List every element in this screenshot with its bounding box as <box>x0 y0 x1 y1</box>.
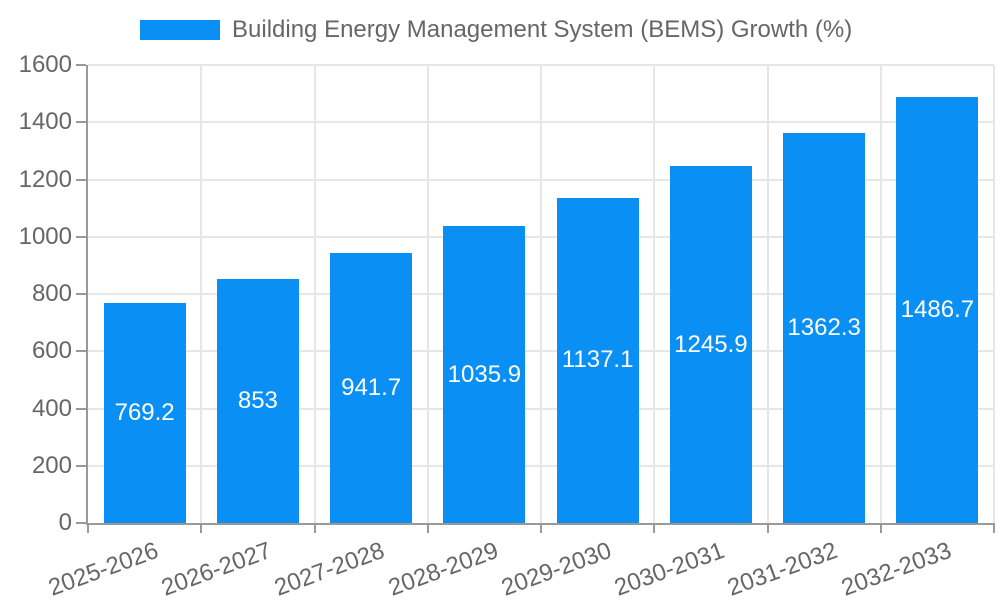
bar-value-label: 1362.3 <box>787 314 861 342</box>
x-tick-label-2032-2033: 2032-2033 <box>837 537 955 600</box>
y-tick-label-200: 200 <box>31 451 72 479</box>
x-tick-label-2027-2028: 2027-2028 <box>271 537 389 600</box>
y-tick-label-0: 0 <box>58 509 72 536</box>
legend-label: Building Energy Management System (BEMS)… <box>232 16 853 43</box>
bar-value-label: 1486.7 <box>900 296 975 324</box>
gridline-v-5 <box>653 65 656 523</box>
gridline-v-1 <box>200 65 203 523</box>
y-tick-mark-1000 <box>76 235 86 238</box>
y-tick-label-1000: 1000 <box>18 222 72 250</box>
x-tick-label-2030-2031: 2030-2031 <box>611 537 729 600</box>
bar-2031-2032[interactable]: 1362.3 <box>783 133 866 523</box>
bar-value-label: 1035.9 <box>447 360 522 388</box>
x-tick-mark-2 <box>313 523 316 533</box>
y-tick-label-1600: 1600 <box>18 51 72 78</box>
x-tick-mark-1 <box>200 523 203 533</box>
bar-2027-2028[interactable]: 941.7 <box>330 253 413 523</box>
y-tick-mark-200 <box>76 464 86 467</box>
y-tick-mark-1200 <box>76 178 86 181</box>
y-tick-label-1400: 1400 <box>18 108 72 136</box>
bar-2028-2029[interactable]: 1035.9 <box>443 226 526 523</box>
x-tick-mark-4 <box>540 523 542 533</box>
x-tick-mark-8 <box>993 523 995 533</box>
bar-value-label: 941.7 <box>341 374 402 402</box>
plot-area: 769.2 853 941.7 1035.9 1137.1 1245.9 1362.3 148… <box>86 64 995 525</box>
gridline-v-7 <box>879 65 882 523</box>
x-tick-label-2028-2029: 2028-2029 <box>384 537 502 600</box>
bar-2026-2027[interactable]: 853 <box>216 278 299 523</box>
x-tick-mark-5 <box>653 523 656 533</box>
x-tick-label-2029-2030: 2029-2030 <box>497 537 615 600</box>
x-tick-mark-3 <box>426 523 429 533</box>
bar-value-label: 769.2 <box>114 398 175 426</box>
y-tick-mark-800 <box>76 293 86 295</box>
bar-2030-2031[interactable]: 1245.9 <box>669 166 752 523</box>
y-tick-label-800: 800 <box>31 280 72 307</box>
x-tick-label-2025-2026: 2025-2026 <box>44 537 162 600</box>
y-tick-label-600: 600 <box>31 337 72 365</box>
x-tick-mark-6 <box>766 523 769 533</box>
x-tick-label-2031-2032: 2031-2032 <box>724 537 842 600</box>
bar-value-label: 1245.9 <box>674 330 748 358</box>
y-axis-labels: 0 200 400 600 800 1000 1200 1400 1600 <box>0 53 72 535</box>
y-tick-label-400: 400 <box>31 394 72 422</box>
y-tick-mark-1400 <box>76 121 86 124</box>
y-tick-label-1200: 1200 <box>18 165 72 193</box>
y-tick-mark-600 <box>76 350 86 353</box>
y-tick-mark-0 <box>76 522 86 524</box>
gridline-v-4 <box>540 65 542 523</box>
gridline-v-6 <box>766 65 769 523</box>
x-tick-label-2026-2027: 2026-2027 <box>158 537 276 600</box>
x-tick-mark-0 <box>87 523 89 533</box>
gridline-v-2 <box>313 65 316 523</box>
bar-2029-2030[interactable]: 1137.1 <box>556 197 639 523</box>
bar-value-label: 1137.1 <box>561 346 634 374</box>
bar-value-label: 853 <box>237 386 278 414</box>
y-tick-mark-1600 <box>76 64 86 66</box>
legend-swatch-icon <box>140 20 220 40</box>
gridline-v-8 <box>993 65 995 523</box>
legend-item-bems-growth[interactable]: Building Energy Management System (BEMS)… <box>140 16 852 44</box>
y-tick-mark-400 <box>76 407 86 410</box>
gridline-v-3 <box>426 65 429 523</box>
x-tick-mark-7 <box>879 523 882 533</box>
bar-2025-2026[interactable]: 769.2 <box>103 302 186 523</box>
bar-2032-2033[interactable]: 1486.7 <box>896 97 979 523</box>
